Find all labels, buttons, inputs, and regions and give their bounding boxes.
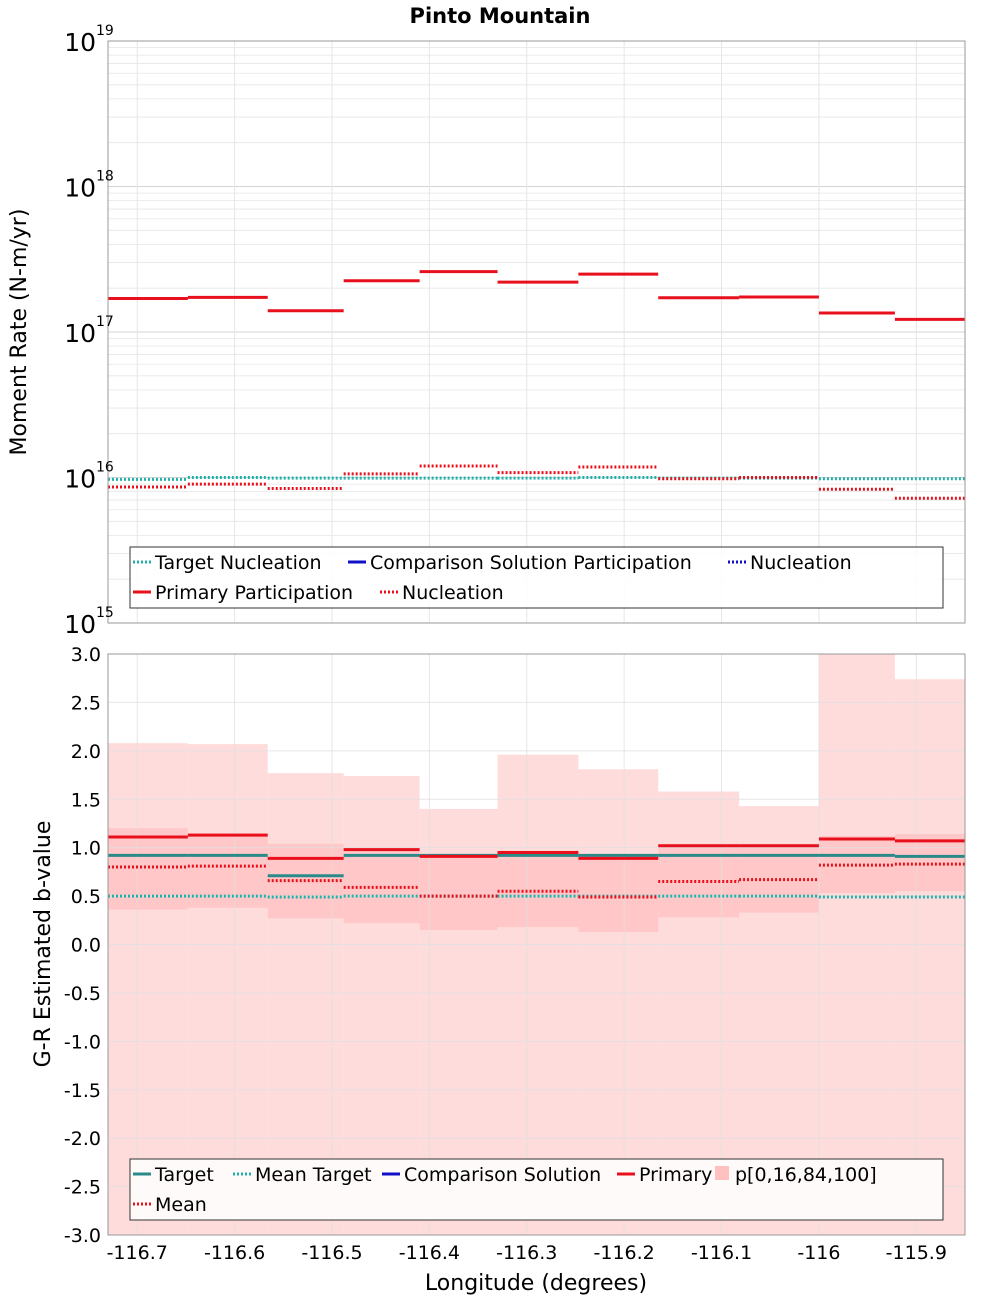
- y-tick-label: -2.5: [64, 1177, 101, 1199]
- y-tick-base: 10: [64, 319, 96, 348]
- y-tick-label-top: 10 18: [64, 169, 114, 203]
- y-tick-exponent: 17: [96, 314, 114, 330]
- x-tick-label: -116.2: [594, 1242, 655, 1264]
- legend-bottom: Target Mean Target Comparison Solution Prim…: [129, 1158, 944, 1221]
- legend-label: Primary: [639, 1164, 712, 1186]
- y-tick-label: 2.0: [71, 741, 101, 763]
- x-tick-label: -116.1: [691, 1242, 752, 1264]
- series-primary: [108, 833, 965, 860]
- y-ticks-bottom: -3.0 -2.5 -2.0 -1.5 -1.0 -0.5 0.0 0.5 1.0 1.5 2.0 2…: [64, 644, 101, 1247]
- legend-label: Mean: [155, 1194, 207, 1216]
- x-tick-label: -116.5: [301, 1242, 362, 1264]
- legend-label: Nucleation: [750, 552, 852, 574]
- band-outer: [108, 743, 188, 1235]
- legend-top: Target Nucleation Comparison Solution Par…: [129, 546, 944, 609]
- y-tick-label-top: 10 17: [64, 314, 114, 348]
- legend-entry-comparison-solution: Comparison Solution: [382, 1164, 601, 1186]
- series-bottom: [108, 833, 965, 899]
- y-tick-label: 1.5: [71, 789, 101, 811]
- legend-entry-target: Target: [133, 1164, 214, 1186]
- legend-box: [129, 1158, 944, 1221]
- legend-label: Comparison Solution Participation: [370, 552, 692, 574]
- y-tick-label: 0.0: [71, 935, 101, 957]
- y-tick-exponent: 18: [96, 169, 114, 185]
- y-tick-base: 10: [64, 610, 96, 639]
- y-tick-base: 10: [64, 465, 96, 494]
- y-tick-exponent: 16: [96, 460, 114, 476]
- y-axis-label-top: Moment Rate (N-m/yr): [7, 209, 32, 456]
- x-ticks: -116.7 -116.6 -116.5 -116.4 -116.3 -116.2 -116…: [107, 1242, 947, 1264]
- x-tick-label: -116.4: [399, 1242, 460, 1264]
- y-tick-label: -0.5: [64, 983, 101, 1005]
- legend-entry-mean-target: Mean Target: [233, 1164, 372, 1186]
- plot-frame-bottom: [107, 653, 966, 1236]
- legend-entry-target-nucleation: Target Nucleation: [133, 552, 322, 574]
- band-inner: [578, 856, 659, 932]
- band-outer: [187, 744, 268, 1235]
- legend-entry-primary-participation: Primary Participation: [133, 582, 353, 604]
- plot-frame-top: [107, 40, 966, 624]
- x-axis-label: Longitude (degrees): [425, 1271, 647, 1296]
- series-nucleation: [108, 464, 965, 500]
- y-tick-label-top: 10 15: [64, 605, 114, 639]
- band-outer: [497, 754, 579, 1235]
- legend-entry-p-0-16-84-100: p[0,16,84,100]: [715, 1164, 877, 1186]
- legend-entry-mean: Mean: [133, 1194, 207, 1216]
- band-inner: [419, 854, 498, 930]
- band-outer: [578, 769, 659, 1235]
- legend-label: Comparison Solution: [404, 1164, 601, 1186]
- y-tick-label: 2.5: [71, 692, 101, 714]
- series-top: [108, 270, 965, 500]
- x-tick-label: -115.9: [886, 1242, 947, 1264]
- y-tick-label: -1.0: [64, 1031, 101, 1053]
- band-inner: [108, 828, 188, 910]
- legend-label: Nucleation: [402, 582, 504, 604]
- legend-label: Mean Target: [255, 1164, 372, 1186]
- series-mean: [108, 862, 965, 899]
- grid-top: [108, 40, 965, 624]
- y-tick-base: 10: [64, 174, 96, 203]
- y-tick-label-top: 10 16: [64, 460, 114, 494]
- chart-title: Pinto Mountain: [410, 4, 591, 28]
- y-tick-exponent: 15: [96, 605, 114, 621]
- y-tick-base: 10: [64, 28, 96, 57]
- y-axis-label-bottom: G-R Estimated b-value: [31, 821, 56, 1068]
- y-tick-label: 1.0: [71, 838, 101, 860]
- legend-label: p[0,16,84,100]: [735, 1164, 877, 1186]
- legend-entry-nucleation: Nucleation: [380, 582, 504, 604]
- legend-label: Primary Participation: [155, 582, 353, 604]
- band-inner: [894, 834, 965, 892]
- legend-box: [129, 546, 944, 609]
- band-outer: [894, 679, 965, 1235]
- x-tick-label: -116.7: [107, 1242, 168, 1264]
- x-tick-label: -116.3: [496, 1242, 557, 1264]
- y-tick-label: 0.5: [71, 886, 101, 908]
- y-tick-label: -1.5: [64, 1080, 101, 1102]
- legend-label: Target Nucleation: [154, 552, 322, 574]
- band-inner: [497, 850, 579, 928]
- legend-swatch: [715, 1166, 729, 1180]
- legend-entry-nucleation: Nucleation: [728, 552, 852, 574]
- y-tick-label: -3.0: [64, 1225, 101, 1247]
- legend-entry-primary: Primary: [617, 1164, 712, 1186]
- legend-entry-comparison-solution-participation: Comparison Solution Participation: [348, 552, 692, 574]
- legend-label: Target: [154, 1164, 214, 1186]
- b-value-panel: -3.0 -2.5 -2.0 -1.5 -1.0 -0.5 0.0 0.5 1.0 1.5 2.0 2…: [31, 644, 966, 1296]
- y-tick-label: 3.0: [71, 644, 101, 666]
- y-tick-exponent: 19: [96, 23, 114, 39]
- x-tick-label: -116: [797, 1242, 840, 1264]
- x-tick-label: -116.6: [204, 1242, 265, 1264]
- y-tick-label-top: 10 19: [64, 23, 114, 57]
- y-tick-label: -2.0: [64, 1128, 101, 1150]
- series-primary-participation: [108, 270, 965, 321]
